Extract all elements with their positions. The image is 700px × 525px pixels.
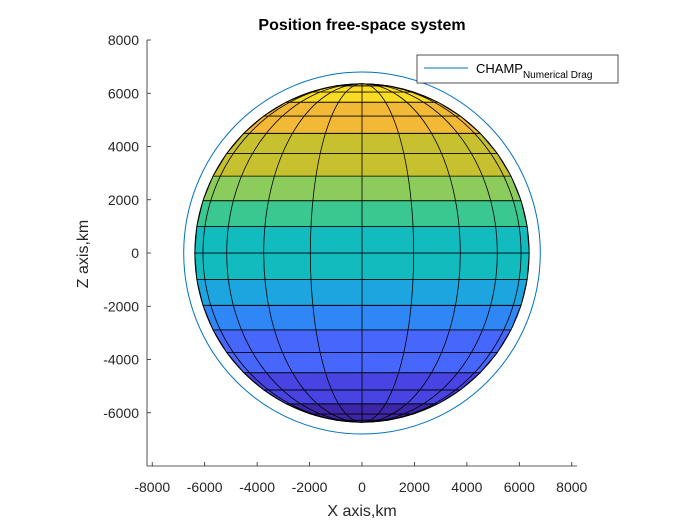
y-tick-label: 6000 [108, 85, 139, 101]
x-tick-label: -2000 [292, 479, 328, 495]
y-axis-label: Z axis,km [75, 220, 92, 288]
y-tick-label: -6000 [103, 405, 139, 421]
legend-entry: CHAMPNumerical Drag [476, 61, 592, 81]
x-tick-label: -4000 [239, 479, 275, 495]
y-tick-label: 2000 [108, 192, 139, 208]
x-tick-label: -8000 [134, 479, 170, 495]
y-tick-label: -4000 [103, 352, 139, 368]
x-tick-label: 6000 [504, 479, 535, 495]
earth-meridian [361, 83, 522, 423]
x-tick-label: 0 [358, 479, 366, 495]
orbit-line-champ [183, 71, 541, 435]
legend-label: CHAMP [476, 61, 523, 76]
y-tick-label: -2000 [103, 298, 139, 314]
x-tick-label: 2000 [399, 479, 430, 495]
x-tick-label: -6000 [187, 479, 223, 495]
legend: CHAMPNumerical Drag [416, 54, 619, 84]
earth-meridian [309, 83, 363, 423]
earth-meridian [361, 83, 498, 423]
earth-meridian [361, 83, 415, 423]
x-axis-label: X axis,km [327, 503, 396, 520]
earth-meridian [226, 83, 363, 423]
earth-meridian [263, 83, 363, 423]
earth-meridian [361, 83, 530, 423]
legend-subscript: Numerical Drag [523, 70, 592, 81]
x-tick-label: 8000 [556, 479, 587, 495]
earth-meridian [361, 83, 461, 423]
chart-title: Position free-space system [258, 17, 465, 34]
y-tick-label: 4000 [108, 139, 139, 155]
legend-box [416, 54, 619, 84]
earth-meridian [194, 83, 363, 423]
x-tick-label: 4000 [451, 479, 482, 495]
y-tick-label: 0 [131, 245, 139, 261]
earth-meridian [202, 83, 363, 423]
y-tick-label: 8000 [108, 32, 139, 48]
orbit-layer [183, 71, 541, 435]
earth-surface [194, 83, 530, 423]
axes: -8000 -6000 -4000 -2000 0 2000 4000 6000 8000 -60… [103, 32, 587, 495]
